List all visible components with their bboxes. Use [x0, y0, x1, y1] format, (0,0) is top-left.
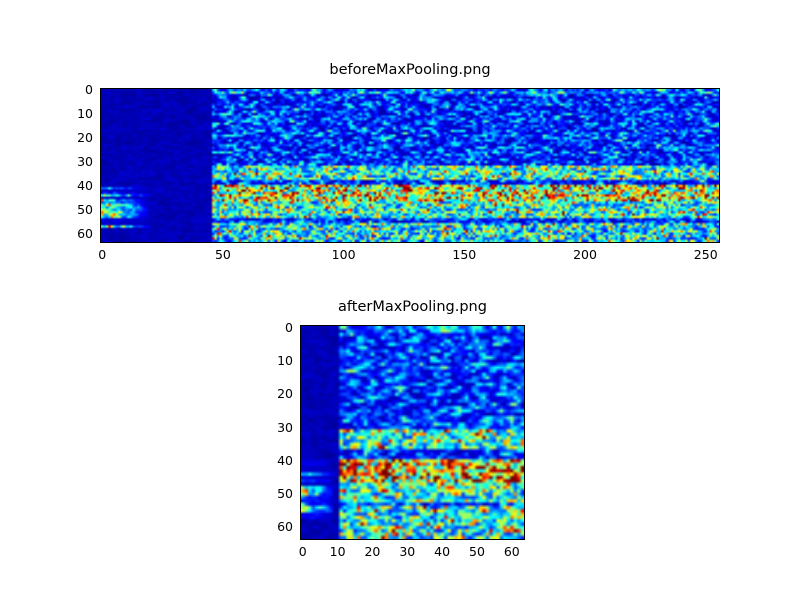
x-tick-label: 10 [329, 544, 346, 559]
x-tick-label: 100 [331, 247, 356, 262]
heatmap-plot-before: 0 50 100 150 200 250 0 10 20 30 40 50 60 [77, 83, 720, 262]
y-tick-label: 30 [277, 419, 293, 435]
y-tick-label: 0 [85, 82, 93, 98]
heatmap-canvas-after [301, 326, 524, 539]
y-tick-label: 10 [277, 352, 293, 368]
y-tick-label: 40 [77, 177, 93, 193]
y-tick-label: 40 [277, 452, 293, 468]
x-tick-label: 40 [434, 544, 451, 559]
chart-title-after: afterMaxPooling.png [338, 299, 487, 315]
heatmap-canvas-before [101, 89, 719, 242]
y-tick-label: 20 [277, 386, 293, 402]
y-tick-label: 60 [277, 519, 293, 535]
x-tick-label: 30 [399, 544, 416, 559]
chart-after-maxpooling: afterMaxPooling.png 0 10 20 30 40 50 60 0 10 20 30… [277, 297, 525, 559]
x-tick-label: 0 [298, 544, 307, 559]
x-tick-label: 60 [503, 544, 520, 559]
x-tick-label: 0 [98, 247, 107, 262]
chart-title-before: beforeMaxPooling.png [329, 62, 491, 78]
y-tick-label: 10 [77, 106, 93, 122]
y-tick-label: 0 [285, 319, 293, 335]
x-tick-label: 250 [693, 247, 718, 262]
x-tick-label: 20 [364, 544, 381, 559]
y-tick-label: 30 [77, 153, 93, 169]
y-tick-label: 20 [77, 130, 93, 145]
y-tick-label: 60 [77, 225, 93, 241]
chart-before-maxpooling: beforeMaxPooling.png 0 50 100 150 200 250 0 10 2… [77, 60, 720, 262]
y-tick-label: 50 [277, 486, 293, 502]
x-tick-label: 50 [214, 247, 231, 262]
y-tick-label: 50 [77, 201, 93, 217]
x-tick-label: 150 [452, 247, 477, 262]
heatmap-plot-after: 0 10 20 30 40 50 60 0 10 20 30 40 50 60 [277, 320, 525, 559]
x-tick-label: 200 [573, 247, 597, 262]
x-tick-label: 50 [469, 544, 485, 559]
